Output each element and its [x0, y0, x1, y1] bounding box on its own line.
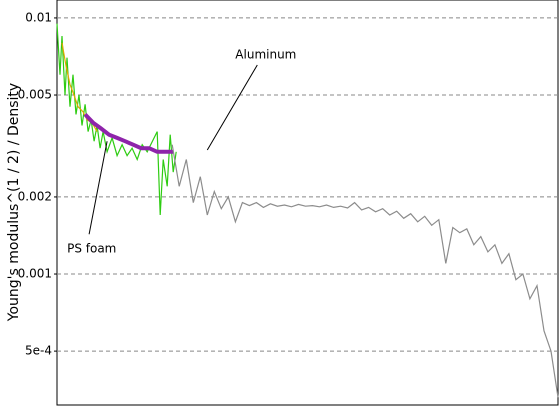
data-line [83, 113, 174, 154]
annotation: PS foam [67, 242, 116, 256]
y-tick-label: 0.01 [25, 10, 52, 24]
plot-frame [56, 0, 559, 406]
annotation: Aluminum [235, 48, 296, 62]
y-tick-label: 0.002 [18, 189, 52, 203]
data-line [171, 144, 559, 398]
annotation-line [88, 141, 108, 235]
y-tick-label: 0.005 [18, 88, 52, 102]
y-axis-label: Young's modulus^(1 / 2) / Density [6, 83, 22, 322]
y-tick-label: 0.001 [18, 267, 52, 281]
y-tick-label: 5e-4 [25, 344, 52, 358]
annotation-line [206, 64, 258, 151]
